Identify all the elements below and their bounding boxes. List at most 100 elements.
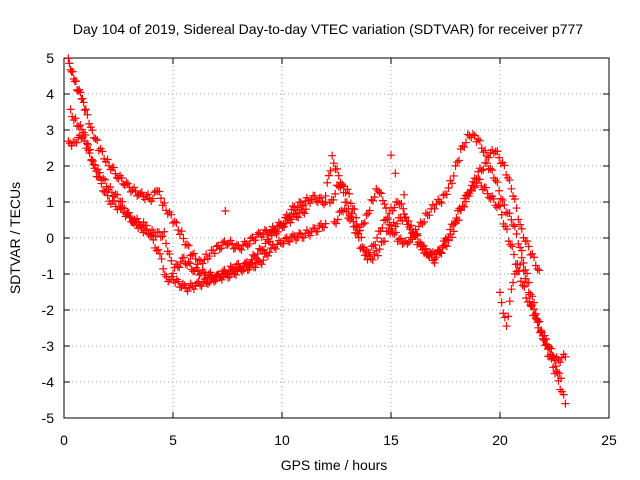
data-point-track-c bbox=[155, 249, 164, 258]
data-point-track-e bbox=[366, 248, 375, 257]
data-point-track-c bbox=[197, 282, 206, 291]
data-point-track-a bbox=[98, 147, 107, 156]
data-point-track-c bbox=[116, 204, 125, 213]
data-point-outlier bbox=[391, 169, 400, 178]
data-point-track-a bbox=[81, 105, 90, 114]
data-point-track-g bbox=[561, 352, 570, 361]
data-point-track-f bbox=[432, 253, 441, 262]
data-point-track-f bbox=[496, 201, 504, 210]
x-tick-label: 15 bbox=[383, 432, 399, 448]
data-point-track-d bbox=[403, 239, 412, 248]
data-point-track-a bbox=[184, 241, 193, 250]
data-point-track-e bbox=[373, 233, 382, 242]
data-point-track-d bbox=[468, 130, 477, 139]
data-point-track-c bbox=[126, 213, 135, 222]
data-point-track-f bbox=[370, 250, 379, 259]
data-point-track-a bbox=[174, 226, 183, 235]
data-point-track-f bbox=[407, 221, 416, 230]
data-point-track-d bbox=[378, 196, 387, 205]
data-point-track-d bbox=[400, 238, 409, 247]
data-point-track-a bbox=[215, 244, 224, 253]
data-point-track-a bbox=[91, 134, 100, 143]
data-point-track-c bbox=[259, 245, 268, 254]
data-point-track-e bbox=[491, 176, 500, 185]
data-point-track-g bbox=[509, 278, 518, 287]
data-point-track-a bbox=[182, 240, 191, 249]
data-point-track-d bbox=[372, 184, 381, 193]
data-point-track-a bbox=[223, 240, 232, 249]
data-point-track-c bbox=[152, 246, 161, 255]
x-tick-label: 20 bbox=[492, 432, 508, 448]
data-point-track-f bbox=[489, 194, 498, 203]
data-point-track-g bbox=[531, 314, 540, 323]
data-point-track-d bbox=[523, 236, 532, 245]
data-point-track-b bbox=[279, 239, 288, 248]
data-point-track-d bbox=[380, 200, 389, 209]
data-point-track-b bbox=[106, 182, 115, 191]
data-point-track-b bbox=[265, 248, 274, 257]
data-point-track-c bbox=[301, 205, 310, 214]
axis-ticks: 0 5 10 15 20 25 -5 -4 -3 -2 -1 0 1 2 3 4 5 bbox=[42, 50, 617, 448]
data-point-track-a bbox=[103, 155, 112, 164]
data-point-track-e bbox=[521, 266, 530, 275]
data-point-track-a bbox=[188, 250, 197, 259]
data-point-track-g bbox=[540, 331, 549, 340]
data-point-track-d bbox=[533, 264, 542, 273]
data-point-track-d bbox=[390, 230, 399, 239]
data-point-track-e bbox=[371, 240, 380, 249]
data-point-track-e bbox=[343, 185, 352, 194]
data-point-track-c bbox=[178, 279, 187, 288]
data-point-track-c bbox=[252, 254, 261, 263]
data-point-track-f bbox=[430, 258, 439, 267]
data-point-track-c bbox=[86, 145, 95, 154]
data-point-track-g bbox=[499, 309, 508, 318]
data-point-track-b bbox=[179, 253, 188, 262]
data-point-track-e bbox=[495, 186, 504, 195]
y-tick-label: -5 bbox=[42, 410, 55, 426]
data-point-track-a bbox=[88, 126, 97, 135]
data-point-track-c bbox=[68, 112, 77, 121]
data-point-track-a bbox=[93, 136, 102, 145]
data-point-track-c bbox=[118, 203, 127, 212]
data-point-track-a bbox=[137, 188, 146, 197]
data-point-track-a bbox=[79, 98, 88, 107]
data-point-track-d bbox=[531, 261, 540, 270]
data-point-track-c bbox=[287, 215, 296, 224]
data-point-track-f bbox=[354, 233, 363, 242]
data-point-track-g bbox=[517, 253, 526, 262]
data-point-track-c bbox=[159, 264, 168, 273]
data-point-track-a bbox=[237, 245, 246, 254]
data-point-track-c bbox=[300, 209, 309, 218]
data-point-track-g bbox=[533, 318, 542, 327]
data-point-track-f bbox=[372, 246, 381, 255]
data-point-track-b bbox=[158, 232, 167, 241]
data-point-track-f bbox=[347, 213, 356, 222]
x-tick-label: 25 bbox=[601, 432, 617, 448]
data-point-track-f bbox=[452, 214, 461, 223]
data-point-track-c bbox=[84, 146, 93, 155]
data-point-track-e bbox=[519, 258, 528, 267]
data-point-track-a bbox=[200, 255, 209, 264]
data-point-track-c bbox=[203, 280, 212, 289]
data-point-track-b bbox=[94, 165, 103, 174]
data-point-track-g bbox=[519, 266, 528, 275]
data-point-outlier bbox=[400, 190, 409, 199]
data-point-track-g bbox=[507, 285, 516, 294]
data-point-track-f bbox=[458, 202, 467, 211]
data-point-track-f bbox=[481, 183, 490, 192]
data-point-track-e bbox=[507, 215, 516, 224]
data-point-track-e bbox=[509, 220, 518, 229]
data-point-track-e bbox=[526, 290, 535, 299]
data-point-track-f bbox=[398, 216, 407, 225]
data-point-track-a bbox=[140, 195, 149, 204]
data-point-track-b bbox=[167, 256, 176, 265]
data-point-track-a bbox=[205, 252, 214, 261]
data-point-track-d bbox=[517, 224, 526, 233]
data-point-track-b bbox=[67, 141, 76, 150]
data-point-track-a bbox=[210, 249, 219, 258]
data-point-track-c bbox=[147, 231, 156, 240]
data-point-track-b bbox=[165, 249, 174, 258]
x-tick-label: 10 bbox=[274, 432, 290, 448]
data-point-track-b bbox=[162, 239, 171, 248]
data-point-track-b bbox=[155, 228, 164, 237]
